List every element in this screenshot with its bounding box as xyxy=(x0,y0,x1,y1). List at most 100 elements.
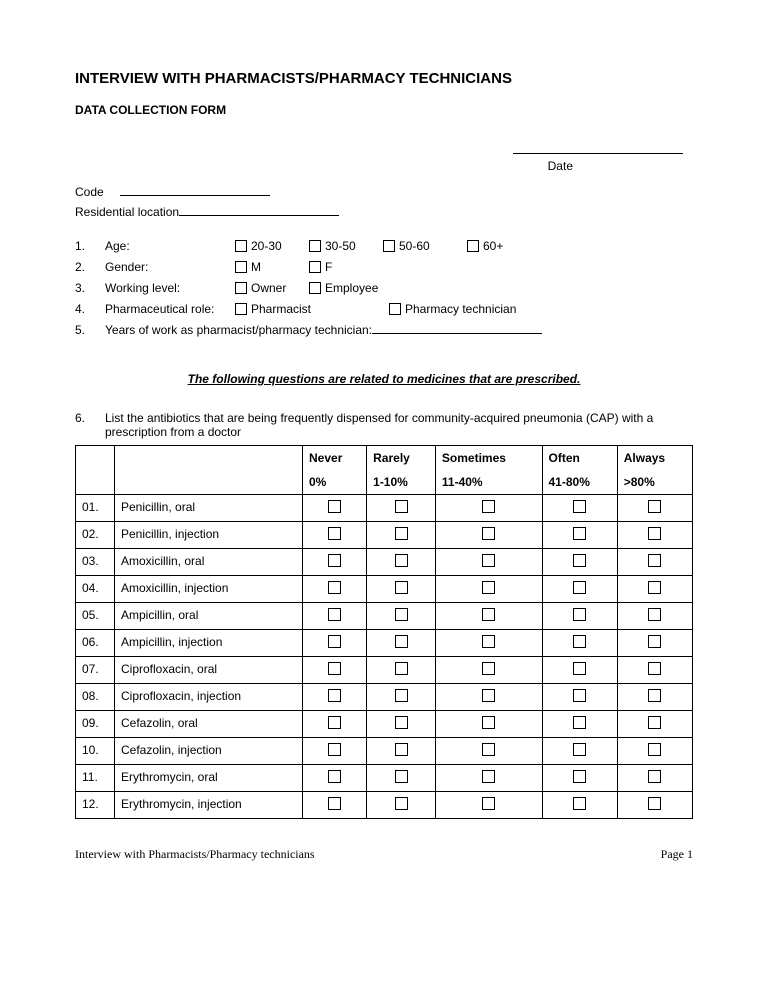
th-blank-num xyxy=(76,446,115,495)
freq-cell[interactable] xyxy=(303,603,367,630)
freq-cell[interactable] xyxy=(435,603,542,630)
freq-cell[interactable] xyxy=(303,549,367,576)
freq-cell[interactable] xyxy=(367,657,436,684)
residential-blank[interactable] xyxy=(179,205,339,216)
freq-cell[interactable] xyxy=(542,495,617,522)
freq-cell[interactable] xyxy=(617,711,692,738)
freq-cell[interactable] xyxy=(435,549,542,576)
table-row: 04.Amoxicillin, injection xyxy=(76,576,693,603)
freq-cell[interactable] xyxy=(367,603,436,630)
freq-cell[interactable] xyxy=(367,684,436,711)
q1-opt-0[interactable]: 20-30 xyxy=(235,239,305,253)
checkbox-icon xyxy=(395,581,408,594)
freq-cell[interactable] xyxy=(617,684,692,711)
freq-cell[interactable] xyxy=(617,495,692,522)
q4-label: Pharmaceutical role: xyxy=(105,302,235,316)
checkbox-icon xyxy=(648,716,661,729)
freq-cell[interactable] xyxy=(542,711,617,738)
freq-cell[interactable] xyxy=(303,792,367,819)
freq-cell[interactable] xyxy=(542,792,617,819)
q1-opt-1[interactable]: 30-50 xyxy=(309,239,379,253)
checkbox-icon xyxy=(235,240,247,252)
freq-cell[interactable] xyxy=(542,522,617,549)
freq-cell[interactable] xyxy=(303,657,367,684)
checkbox-icon xyxy=(328,554,341,567)
checkbox-icon xyxy=(389,303,401,315)
freq-cell[interactable] xyxy=(542,549,617,576)
freq-cell[interactable] xyxy=(303,576,367,603)
freq-cell[interactable] xyxy=(542,684,617,711)
checkbox-icon xyxy=(482,770,495,783)
freq-cell[interactable] xyxy=(617,765,692,792)
q2-opt-1[interactable]: F xyxy=(309,260,379,274)
freq-cell[interactable] xyxy=(435,684,542,711)
q5-num: 5. xyxy=(75,323,105,337)
code-blank[interactable] xyxy=(120,185,270,196)
freq-cell[interactable] xyxy=(542,657,617,684)
checkbox-icon xyxy=(328,527,341,540)
checkbox-icon xyxy=(482,527,495,540)
freq-cell[interactable] xyxy=(367,765,436,792)
freq-cell[interactable] xyxy=(303,738,367,765)
th-always: Always>80% xyxy=(617,446,692,495)
freq-cell[interactable] xyxy=(367,711,436,738)
q3-opt-1[interactable]: Employee xyxy=(309,281,389,295)
checkbox-icon xyxy=(573,662,586,675)
freq-cell[interactable] xyxy=(617,657,692,684)
checkbox-icon xyxy=(482,743,495,756)
freq-cell[interactable] xyxy=(435,576,542,603)
table-row: 01.Penicillin, oral xyxy=(76,495,693,522)
freq-cell[interactable] xyxy=(367,738,436,765)
table-row: 08.Ciprofloxacin, injection xyxy=(76,684,693,711)
row-name: Erythromycin, injection xyxy=(115,792,303,819)
freq-cell[interactable] xyxy=(303,711,367,738)
freq-cell[interactable] xyxy=(367,792,436,819)
checkbox-icon xyxy=(395,689,408,702)
q1-opt-3[interactable]: 60+ xyxy=(467,239,537,253)
freq-cell[interactable] xyxy=(542,738,617,765)
freq-cell[interactable] xyxy=(617,738,692,765)
freq-cell[interactable] xyxy=(435,792,542,819)
freq-cell[interactable] xyxy=(617,630,692,657)
freq-cell[interactable] xyxy=(303,630,367,657)
freq-cell[interactable] xyxy=(303,684,367,711)
freq-cell[interactable] xyxy=(367,576,436,603)
freq-cell[interactable] xyxy=(435,657,542,684)
row-name: Amoxicillin, injection xyxy=(115,576,303,603)
freq-cell[interactable] xyxy=(542,765,617,792)
freq-cell[interactable] xyxy=(617,603,692,630)
freq-cell[interactable] xyxy=(542,576,617,603)
q5-blank[interactable] xyxy=(372,323,542,334)
freq-cell[interactable] xyxy=(303,765,367,792)
q3-opt-0[interactable]: Owner xyxy=(235,281,305,295)
freq-cell[interactable] xyxy=(617,522,692,549)
checkbox-icon xyxy=(235,282,247,294)
freq-cell[interactable] xyxy=(303,495,367,522)
residential-label: Residential location xyxy=(75,205,179,219)
freq-cell[interactable] xyxy=(367,630,436,657)
freq-cell[interactable] xyxy=(617,576,692,603)
date-blank[interactable] xyxy=(513,141,683,154)
freq-cell[interactable] xyxy=(617,549,692,576)
checkbox-icon xyxy=(648,500,661,513)
q4-opt-0[interactable]: Pharmacist xyxy=(235,302,385,316)
q4-opt-1[interactable]: Pharmacy technician xyxy=(389,302,539,316)
freq-cell[interactable] xyxy=(367,495,436,522)
freq-cell[interactable] xyxy=(367,522,436,549)
freq-cell[interactable] xyxy=(367,549,436,576)
freq-cell[interactable] xyxy=(435,765,542,792)
freq-cell[interactable] xyxy=(435,495,542,522)
q1-opt-2[interactable]: 50-60 xyxy=(383,239,463,253)
freq-cell[interactable] xyxy=(303,522,367,549)
row-num: 04. xyxy=(76,576,115,603)
freq-cell[interactable] xyxy=(435,711,542,738)
freq-cell[interactable] xyxy=(435,522,542,549)
q2-opt-0[interactable]: M xyxy=(235,260,305,274)
freq-cell[interactable] xyxy=(617,792,692,819)
freq-cell[interactable] xyxy=(435,738,542,765)
freq-cell[interactable] xyxy=(542,630,617,657)
date-field: Date xyxy=(75,155,693,175)
freq-cell[interactable] xyxy=(435,630,542,657)
th-often: Often41-80% xyxy=(542,446,617,495)
freq-cell[interactable] xyxy=(542,603,617,630)
